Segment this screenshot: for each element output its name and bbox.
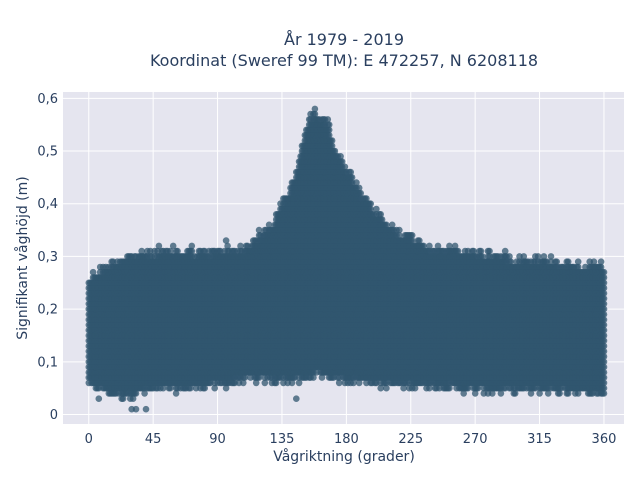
- chart-title-line1: År 1979 - 2019: [284, 30, 404, 49]
- chart-title-line2: Koordinat (Sweref 99 TM): E 472257, N 62…: [150, 51, 538, 70]
- data-point: [89, 268, 97, 276]
- data-point: [325, 121, 333, 128]
- data-point: [311, 105, 319, 113]
- data-point: [119, 395, 127, 403]
- data-points: [85, 105, 608, 413]
